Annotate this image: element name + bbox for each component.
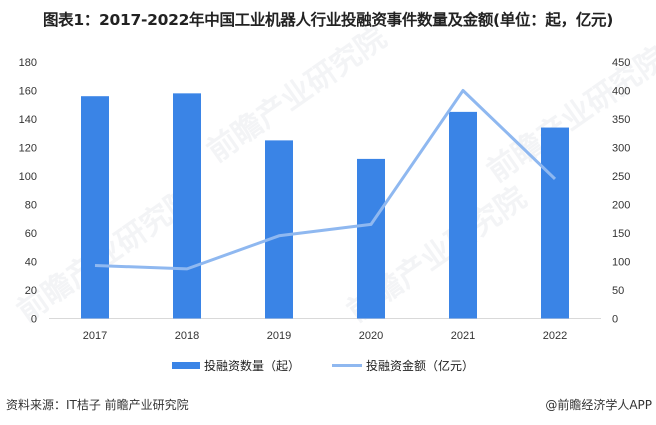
right-tick-label: 350 [612, 114, 630, 126]
left-tick-label: 0 [31, 314, 37, 326]
left-tick-label: 20 [25, 285, 37, 297]
right-y-axis: 0 50 100 150 200 250 300 350 400 450 [612, 57, 630, 326]
left-tick-label: 140 [19, 114, 37, 126]
legend-item-amount: 投融资金额（亿元） [332, 357, 474, 374]
line-series [94, 89, 557, 271]
bar-series [81, 93, 569, 319]
x-tick-label: 2021 [451, 330, 475, 342]
right-tick-label: 50 [612, 285, 624, 297]
line-swatch-icon [332, 364, 362, 367]
chart-title: 图表1：2017-2022年中国工业机器人行业投融资事件数量及金额(单位：起，亿… [42, 11, 614, 29]
x-tick-label: 2017 [83, 330, 107, 342]
right-tick-label: 250 [612, 171, 630, 183]
left-tick-label: 100 [19, 171, 37, 183]
legend-label: 投融资数量（起） [204, 359, 301, 373]
legend-item-count: 投融资数量（起） [172, 357, 300, 374]
bar [357, 158, 385, 319]
left-tick-label: 80 [25, 200, 37, 212]
left-y-axis: 0 20 40 60 80 100 120 140 160 180 [19, 57, 37, 326]
right-tick-label: 0 [612, 314, 618, 326]
bar-swatch-icon [172, 362, 200, 369]
source-note: 资料来源：IT桔子 前瞻产业研究院 [6, 398, 189, 412]
x-tick-label: 2019 [267, 330, 291, 342]
right-tick-label: 100 [612, 257, 630, 269]
x-tick-label: 2020 [359, 330, 383, 342]
right-tick-label: 150 [612, 228, 630, 240]
bar [449, 111, 477, 319]
left-tick-label: 60 [25, 228, 37, 240]
x-tick-label: 2022 [543, 330, 567, 342]
bar [173, 93, 201, 319]
bar [541, 127, 569, 319]
right-tick-label: 300 [612, 143, 630, 155]
left-tick-label: 160 [19, 86, 37, 98]
right-tick-label: 400 [612, 86, 630, 98]
left-tick-label: 40 [25, 257, 37, 269]
bar [81, 96, 109, 319]
right-tick-label: 200 [612, 200, 630, 212]
x-axis-labels: 2017 2018 2019 2020 2021 2022 [83, 330, 567, 342]
right-tick-label: 450 [612, 57, 630, 69]
x-tick-label: 2018 [175, 330, 199, 342]
left-tick-label: 120 [19, 143, 37, 155]
left-tick-label: 180 [19, 57, 37, 69]
credit-note: @前瞻经济学人APP [545, 398, 652, 412]
legend-label: 投融资金额（亿元） [366, 359, 475, 373]
bar [265, 140, 293, 319]
